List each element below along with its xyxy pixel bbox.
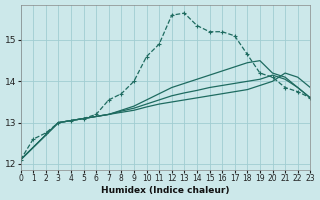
X-axis label: Humidex (Indice chaleur): Humidex (Indice chaleur) — [101, 186, 230, 195]
